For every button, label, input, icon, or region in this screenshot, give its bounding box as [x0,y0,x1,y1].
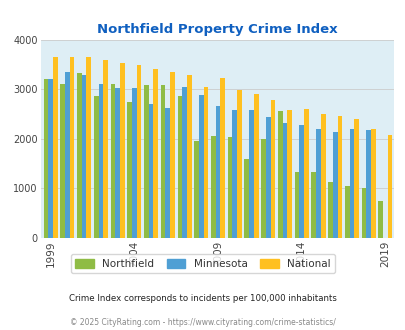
Bar [53,57,58,238]
Bar [249,110,253,238]
Bar [237,89,241,238]
Bar [270,100,275,238]
Bar [232,110,237,238]
Bar [203,86,208,238]
Bar [103,60,108,238]
Bar [60,84,65,238]
Bar [354,119,358,238]
Bar [287,110,291,238]
Bar [337,116,341,238]
Bar [220,78,224,238]
Bar [265,117,270,238]
Bar [127,102,132,238]
Bar [148,104,153,238]
Bar [361,188,365,238]
Bar [315,129,320,238]
Bar [298,125,303,238]
Bar [211,136,215,238]
Bar [115,88,119,238]
Bar [194,141,198,238]
Bar [198,95,203,238]
Bar [170,72,175,238]
Bar [153,69,158,238]
Bar [311,172,315,238]
Bar [320,114,325,238]
Bar [94,96,98,238]
Bar [136,65,141,238]
Bar [110,84,115,238]
Bar [182,86,186,238]
Bar [215,106,220,238]
Bar [65,72,70,238]
Bar [277,111,282,238]
Bar [144,85,148,238]
Bar [294,172,298,238]
Bar [244,159,249,238]
Title: Northfield Property Crime Index: Northfield Property Crime Index [97,23,337,36]
Bar [43,79,48,238]
Bar [303,110,308,238]
Legend: Northfield, Minnesota, National: Northfield, Minnesota, National [71,254,334,273]
Bar [387,135,392,238]
Bar [227,137,232,238]
Bar [86,57,91,238]
Bar [98,84,103,238]
Text: Crime Index corresponds to incidents per 100,000 inhabitants: Crime Index corresponds to incidents per… [69,294,336,303]
Bar [132,88,136,238]
Bar [377,201,382,238]
Bar [253,94,258,238]
Bar [332,132,337,238]
Bar [370,129,375,238]
Bar [260,139,265,238]
Bar [327,182,332,238]
Bar [282,123,287,238]
Bar [344,185,349,238]
Bar [81,75,86,238]
Bar [119,63,124,238]
Text: © 2025 CityRating.com - https://www.cityrating.com/crime-statistics/: © 2025 CityRating.com - https://www.city… [70,318,335,327]
Bar [186,75,191,238]
Bar [177,96,182,238]
Bar [160,85,165,238]
Bar [349,129,354,238]
Bar [165,108,170,238]
Bar [77,73,81,238]
Bar [70,57,74,238]
Bar [48,79,53,238]
Bar [365,130,370,238]
